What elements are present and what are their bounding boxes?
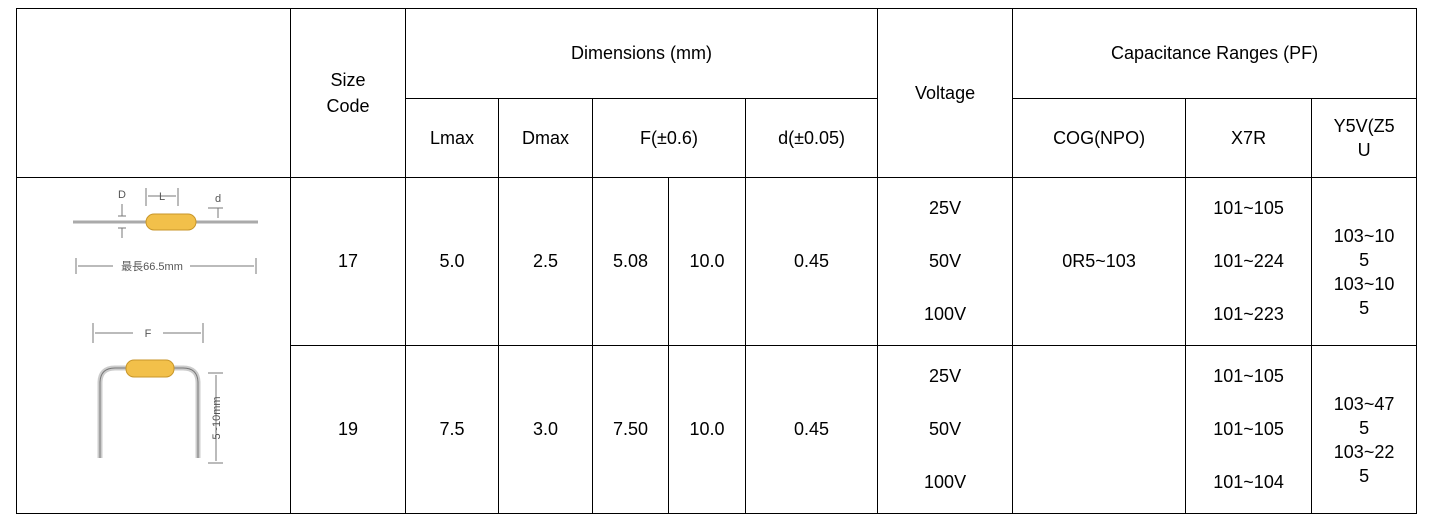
voltage: 25V 50V 100V — [878, 178, 1013, 346]
sub-header-text: Y5V(Z5U — [1312, 114, 1416, 162]
x7r-value: 101~105 — [1186, 198, 1311, 219]
x7r-list: 101~105 101~224 101~223 — [1186, 182, 1311, 342]
voltage-value: 25V — [878, 366, 1012, 387]
x7r: 101~105 101~105 101~104 — [1186, 346, 1312, 514]
x7r-value: 101~104 — [1186, 472, 1311, 493]
x7r-list: 101~105 101~105 101~104 — [1186, 350, 1311, 510]
drawing — [100, 368, 198, 458]
diagram-label: 5~10mm — [211, 396, 223, 439]
header-cell: Dimensions (mm) — [406, 9, 878, 99]
sub-header: COG(NPO) — [1013, 99, 1186, 178]
cog-cell — [1013, 346, 1186, 514]
diagram-label: F — [144, 328, 151, 340]
sub-header: Y5V(Z5U — [1312, 99, 1417, 178]
diagram-label: D — [118, 189, 126, 201]
voltage-list: 25V 50V 100V — [878, 182, 1012, 342]
blank-cell — [17, 9, 291, 178]
x7r: 101~105 101~224 101~223 — [1186, 178, 1312, 346]
cog-cell: 0R5~103 — [1013, 178, 1186, 346]
voltage-value: 50V — [878, 419, 1012, 440]
cell: 3.0 — [499, 346, 593, 514]
diagram-label: d — [214, 193, 220, 205]
voltage-value: 25V — [878, 198, 1012, 219]
x7r-value: 101~224 — [1186, 251, 1311, 272]
x7r-value: 101~105 — [1186, 419, 1311, 440]
cell: 2.5 — [499, 178, 593, 346]
cell: 19 — [291, 346, 406, 514]
sub-header: X7R — [1186, 99, 1312, 178]
voltage-value: 100V — [878, 472, 1012, 493]
drawing — [100, 368, 198, 458]
x7r-value: 101~223 — [1186, 304, 1311, 325]
cell: 10.0 — [669, 178, 746, 346]
y5v-value: 103~225 — [1312, 440, 1416, 488]
y5v-value: 103~105 — [1312, 224, 1416, 272]
voltage-list: 25V 50V 100V — [878, 350, 1012, 510]
cell: 17 — [291, 178, 406, 346]
cell: 5.0 — [406, 178, 499, 346]
x7r-value: 101~105 — [1186, 366, 1311, 387]
diagram-label: L — [158, 191, 164, 203]
page: Size Code Dimensions (mm) Voltage Capaci… — [0, 0, 1432, 515]
spec-table: Size Code Dimensions (mm) Voltage Capaci… — [16, 8, 1417, 514]
capacitor-body — [126, 360, 174, 377]
cell: 10.0 — [669, 346, 746, 514]
voltage-value: 50V — [878, 251, 1012, 272]
y5v-value: 103~475 — [1312, 392, 1416, 440]
header-cell: Capacitance Ranges (PF) — [1013, 9, 1417, 99]
sub-header: d(±0.05) — [746, 99, 878, 178]
y5v-value: 103~105 — [1312, 272, 1416, 320]
cell: 0.45 — [746, 346, 878, 514]
cell: 5.08 — [593, 178, 669, 346]
header-cell: Size Code — [291, 9, 406, 178]
cell: 7.5 — [406, 346, 499, 514]
capacitor-body — [146, 214, 196, 230]
sub-header: Lmax — [406, 99, 499, 178]
sub-header: Dmax — [499, 99, 593, 178]
header-cell: Voltage — [878, 9, 1013, 178]
sub-header: F(±0.6) — [593, 99, 746, 178]
diagram-label: 最長66.5mm — [121, 260, 183, 273]
header-text: Size Code — [291, 67, 405, 119]
voltage-value: 100V — [878, 304, 1012, 325]
cell: 7.50 — [593, 346, 669, 514]
cell: 0.45 — [746, 178, 878, 346]
voltage: 25V 50V 100V — [878, 346, 1013, 514]
